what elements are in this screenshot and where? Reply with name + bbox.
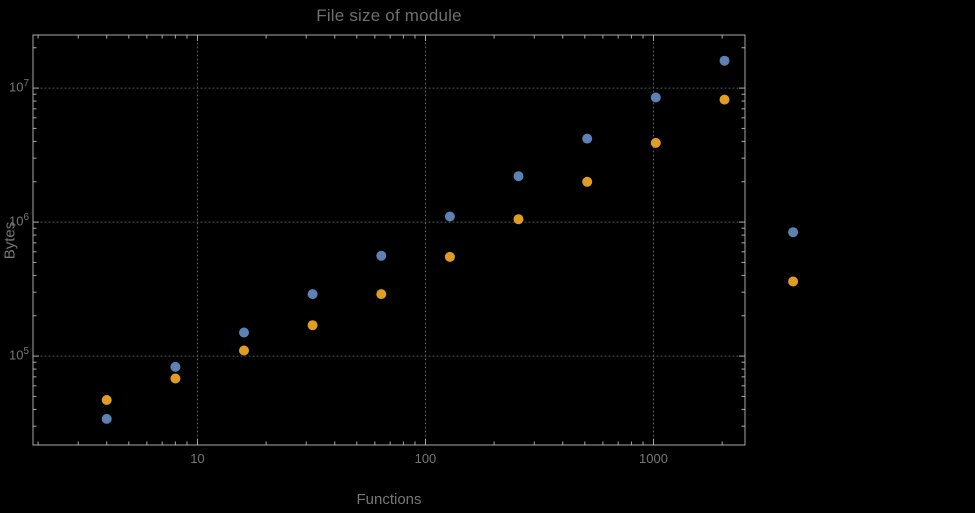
x-tick-label: 1000 [639,451,668,466]
y-tick-label: 107 [8,78,29,95]
x-axis-label: Functions [356,491,422,508]
data-point-orange [170,373,181,384]
data-point-blue [239,327,249,338]
data-point-blue [444,211,455,222]
y-tick-label: 105 [8,346,29,363]
data-point-blue [101,413,112,424]
plot-frame [32,34,746,446]
data-point-orange [513,214,524,225]
data-point-blue [307,289,318,300]
data-point-orange [582,176,593,187]
y-tick-label: 106 [8,212,29,229]
x-tick-label: 100 [414,451,437,466]
data-point-orange [239,345,249,356]
data-point-blue [788,227,799,238]
data-point-orange [788,276,799,287]
data-point-blue [376,250,387,261]
data-point-orange [376,289,387,300]
data-point-blue [513,171,524,182]
data-point-blue [650,92,661,103]
data-point-blue [582,133,593,144]
data-point-orange [650,137,661,148]
data-point-blue [719,55,730,66]
x-tick-label: 10 [190,451,205,466]
plot-title: File size of module [316,6,462,25]
data-point-orange [444,251,455,262]
data-point-orange [719,94,730,105]
data-point-orange [101,395,112,405]
data-point-orange [307,320,318,331]
data-point-blue [170,361,181,372]
